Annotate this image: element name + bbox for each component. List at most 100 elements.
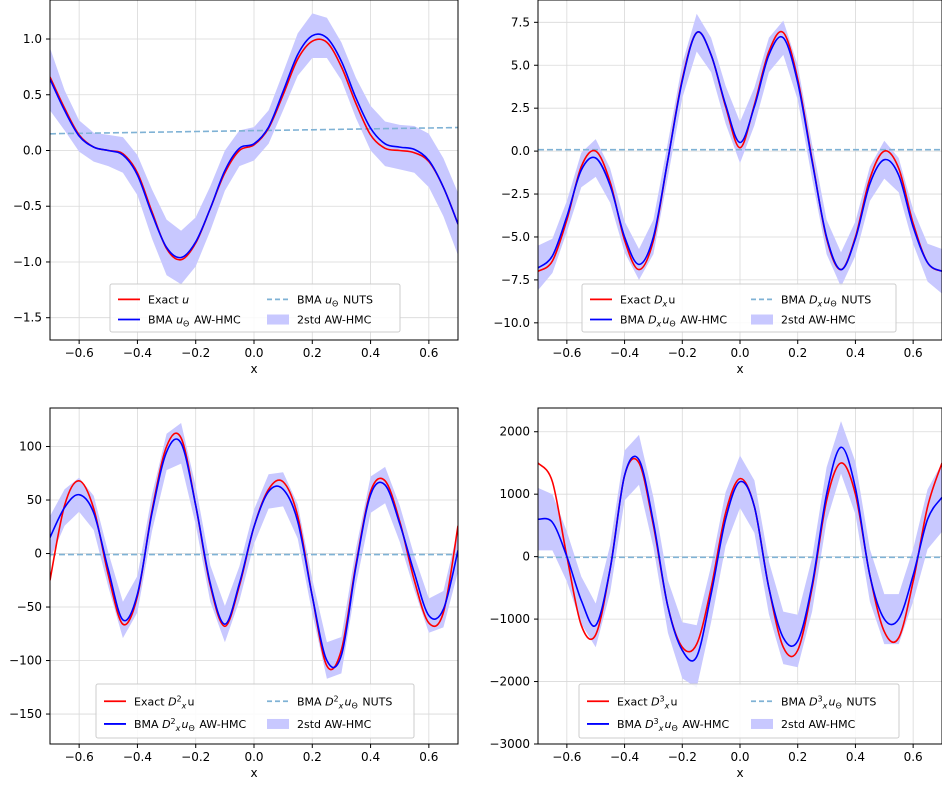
y-tick-label: −1000 bbox=[489, 612, 530, 626]
x-tick-label: −0.6 bbox=[65, 346, 94, 360]
x-tick-label: 0.6 bbox=[904, 346, 923, 360]
x-tick-label: 0.6 bbox=[419, 346, 438, 360]
x-tick-label: 0.0 bbox=[730, 346, 749, 360]
x-tick-label: −0.4 bbox=[610, 346, 639, 360]
x-tick-label: −0.4 bbox=[123, 346, 152, 360]
legend-frame bbox=[581, 283, 897, 333]
y-tick-label: 2.5 bbox=[511, 101, 530, 115]
legend-label-exact: Exact D3x u bbox=[617, 694, 677, 710]
x-tick-label: −0.6 bbox=[65, 750, 94, 764]
legend-label-bma-nuts: BMA uΘ NUTS bbox=[297, 293, 373, 308]
series-line-bma-aw-hmc bbox=[538, 31, 942, 273]
chart-panel-3: −0.6 −0.4 −0.2 0.0 0.2 0.4 0.6 −150 −100 −50 0 50 10… bbox=[9, 407, 459, 780]
chart-panel-2: −0.6 −0.4 −0.2 0.0 0.2 0.4 0.6 −10.0 −7.5 −5.0 −2.… bbox=[493, 0, 942, 376]
legend-label-bma-nuts: BMA Dx uΘ NUTS bbox=[781, 293, 871, 308]
y-tick-label: −0.5 bbox=[13, 199, 42, 213]
plot-area bbox=[50, 13, 458, 285]
x-tick-label: −0.4 bbox=[610, 750, 639, 764]
x-tick-label: 0.4 bbox=[361, 346, 380, 360]
x-tick-label: −0.2 bbox=[668, 346, 697, 360]
x-tick-label: 0.0 bbox=[244, 346, 263, 360]
y-tick-label: 0.5 bbox=[23, 88, 42, 102]
y-tick-label: −100 bbox=[9, 654, 42, 668]
y-tick-label: −150 bbox=[9, 707, 42, 721]
plot-area bbox=[538, 13, 942, 294]
x-axis-label: x bbox=[250, 766, 257, 780]
chart-panel-1: −0.6 −0.4 −0.2 0.0 0.2 0.4 0.6 −1.5 −1.0 −0.5 0.0 0… bbox=[13, 0, 459, 376]
x-tick-label: −0.6 bbox=[552, 346, 581, 360]
legend-label-exact: Exact Dx u bbox=[620, 293, 675, 308]
legend-label-bma-nuts: BMA D2x uΘ NUTS bbox=[297, 694, 392, 710]
legend-label-bma-aw-hmc: BMA D2x uΘ AW-HMC bbox=[134, 717, 246, 733]
x-tick-label: −0.4 bbox=[123, 750, 152, 764]
series-line-exact bbox=[50, 38, 458, 261]
series-line-bma-aw-hmc bbox=[50, 33, 458, 259]
y-tick-label: −1.5 bbox=[13, 311, 42, 325]
y-tick-label: −10.0 bbox=[493, 316, 530, 330]
y-tick-label: 0.0 bbox=[511, 144, 530, 158]
x-axis-label: x bbox=[250, 362, 257, 376]
legend-swatch-band bbox=[267, 718, 289, 729]
y-tick-label: 100 bbox=[19, 440, 42, 454]
legend: Exact u BMA uΘ AW-HMC BMA uΘ NUTS 2std AW-H… bbox=[109, 283, 401, 333]
y-tick-label: 50 bbox=[27, 493, 42, 507]
y-tick-label: 2000 bbox=[499, 425, 530, 439]
legend-label-band: 2std AW-HMC bbox=[781, 718, 856, 731]
x-tick-label: −0.6 bbox=[552, 750, 581, 764]
x-tick-label: 0.4 bbox=[361, 750, 380, 764]
x-tick-label: 0.2 bbox=[788, 346, 807, 360]
legend-swatch-band bbox=[267, 314, 289, 325]
series-line-bma-aw-hmc bbox=[50, 438, 458, 669]
y-tick-label: −2000 bbox=[489, 675, 530, 689]
legend-swatch-band bbox=[751, 718, 773, 729]
legend: Exact D3x u BMA D3x uΘ AW-HMC BMA D3x uΘ N… bbox=[578, 683, 900, 739]
y-tick-label: 0 bbox=[34, 547, 42, 561]
x-axis-label: x bbox=[736, 766, 743, 780]
y-tick-label: 1000 bbox=[499, 487, 530, 501]
series-line-bma-aw-hmc bbox=[538, 446, 942, 662]
band-2std-aw-hmc bbox=[50, 13, 458, 285]
x-tick-label: −0.2 bbox=[668, 750, 697, 764]
x-tick-label: 0.2 bbox=[303, 750, 322, 764]
y-tick-label: 0.0 bbox=[23, 143, 42, 157]
y-tick-label: −3000 bbox=[489, 737, 530, 751]
legend-frame bbox=[109, 283, 401, 333]
legend-label-exact: Exact u bbox=[148, 293, 189, 306]
x-tick-label: 0.2 bbox=[303, 346, 322, 360]
legend-swatch-band bbox=[751, 314, 773, 325]
y-tick-label: −50 bbox=[17, 600, 42, 614]
legend-label-band: 2std AW-HMC bbox=[297, 718, 372, 731]
x-tick-label: −0.2 bbox=[181, 346, 210, 360]
y-tick-label: 7.5 bbox=[511, 15, 530, 29]
x-tick-label: 0.2 bbox=[788, 750, 807, 764]
x-tick-label: 0.6 bbox=[419, 750, 438, 764]
legend: Exact D2x u BMA D2x uΘ AW-HMC BMA D2x uΘ N… bbox=[95, 683, 415, 739]
legend-frame bbox=[95, 683, 415, 739]
y-tick-label: −2.5 bbox=[501, 187, 530, 201]
legend: Exact Dx u BMA Dx uΘ AW-HMC BMA Dx uΘ NUTS… bbox=[581, 283, 897, 333]
y-tick-label: −1.0 bbox=[13, 255, 42, 269]
plot-area bbox=[538, 421, 942, 688]
legend-frame bbox=[578, 683, 900, 739]
y-tick-label: 0 bbox=[522, 550, 530, 564]
x-axis-label: x bbox=[736, 362, 743, 376]
legend-label-bma-aw-hmc: BMA Dx uΘ AW-HMC bbox=[620, 314, 727, 329]
x-tick-label: 0.6 bbox=[904, 750, 923, 764]
y-tick-label: −5.0 bbox=[501, 230, 530, 244]
x-tick-label: 0.4 bbox=[846, 750, 865, 764]
plot-area bbox=[50, 423, 458, 679]
legend-label-bma-nuts: BMA D3x uΘ NUTS bbox=[781, 694, 876, 710]
x-tick-label: −0.2 bbox=[181, 750, 210, 764]
band-2std-aw-hmc bbox=[538, 13, 942, 294]
y-tick-label: 1.0 bbox=[23, 32, 42, 46]
chart-panel-4: −0.6 −0.4 −0.2 0.0 0.2 0.4 0.6 −3000 −2000 −1000 0… bbox=[489, 407, 942, 780]
series-line-exact bbox=[538, 30, 942, 273]
y-tick-label: 5.0 bbox=[511, 58, 530, 72]
series-line-bma-nuts bbox=[50, 126, 458, 135]
x-tick-label: 0.4 bbox=[846, 346, 865, 360]
legend-label-bma-aw-hmc: BMA D3x uΘ AW-HMC bbox=[617, 717, 729, 733]
legend-label-bma-aw-hmc: BMA uΘ AW-HMC bbox=[148, 314, 241, 329]
legend-label-exact: Exact D2x u bbox=[134, 694, 194, 710]
